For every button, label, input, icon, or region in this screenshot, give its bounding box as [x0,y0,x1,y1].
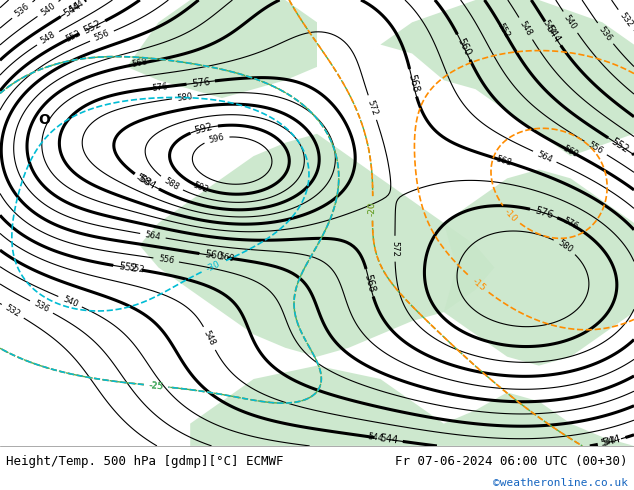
Text: 596: 596 [208,132,226,145]
Text: 544: 544 [602,434,622,448]
Text: 552: 552 [609,136,631,155]
Text: 560: 560 [455,37,472,57]
Text: Fr 07-06-2024 06:00 UTC (00+30): Fr 07-06-2024 06:00 UTC (00+30) [395,455,628,468]
Text: 536: 536 [597,24,614,43]
Text: 536: 536 [13,1,31,19]
Text: ©weatheronline.co.uk: ©weatheronline.co.uk [493,478,628,489]
Text: 552: 552 [496,21,511,39]
Text: -20: -20 [368,201,377,216]
Text: 572: 572 [391,241,399,257]
Text: 568: 568 [131,57,149,70]
Text: 580: 580 [556,238,574,255]
Text: -25: -25 [148,381,164,391]
Text: 580: 580 [176,92,193,102]
Text: 532: 532 [618,11,634,29]
Text: 576: 576 [561,216,579,232]
Text: 588: 588 [162,176,181,192]
Polygon shape [190,366,634,446]
Text: Height/Temp. 500 hPa [gdmp][°C] ECMWF: Height/Temp. 500 hPa [gdmp][°C] ECMWF [6,455,284,468]
Polygon shape [139,134,495,357]
Text: 536: 536 [32,299,51,315]
Text: 540: 540 [61,294,79,309]
Text: O: O [39,113,50,127]
Text: 556: 556 [158,254,175,266]
Text: 548: 548 [518,20,534,38]
Text: 544: 544 [379,433,399,446]
Text: 584: 584 [134,172,152,188]
Text: 576: 576 [533,205,554,221]
Polygon shape [349,0,634,156]
Text: 540: 540 [39,1,57,17]
Text: 592: 592 [191,180,210,195]
Text: 560: 560 [204,249,223,262]
Text: -20: -20 [368,201,377,216]
Text: 552: 552 [82,19,103,36]
Text: 584: 584 [136,173,157,191]
Text: 548: 548 [202,329,217,347]
Text: 556: 556 [586,140,605,156]
Text: 552: 552 [129,264,145,275]
Text: 532: 532 [4,303,22,319]
Polygon shape [444,170,634,366]
Text: 592: 592 [193,122,214,136]
Text: 552: 552 [117,261,138,274]
Text: -15: -15 [470,276,488,293]
Text: 556: 556 [93,29,111,43]
Text: 544: 544 [62,0,83,18]
Text: 564: 564 [536,149,554,164]
Text: 568: 568 [406,73,420,93]
Text: 576: 576 [152,82,169,93]
Text: -25: -25 [148,381,164,391]
Text: 540: 540 [562,13,578,31]
Text: 568: 568 [363,272,377,293]
Text: 560: 560 [561,144,579,159]
Text: -30: -30 [204,259,221,274]
Text: -25: -25 [148,381,164,391]
Text: -10: -10 [503,207,519,223]
Text: 544: 544 [540,18,557,36]
Text: 568: 568 [495,154,512,168]
Text: 548: 548 [39,30,57,46]
Text: 544: 544 [600,436,618,448]
Text: 544: 544 [67,0,85,15]
Text: 572: 572 [366,98,379,117]
Text: 560: 560 [217,252,235,263]
Text: 552: 552 [64,29,82,44]
Text: 544: 544 [543,23,562,44]
Text: 564: 564 [145,230,162,242]
Text: 544: 544 [368,432,384,443]
Polygon shape [127,0,317,98]
Text: 576: 576 [191,76,210,89]
